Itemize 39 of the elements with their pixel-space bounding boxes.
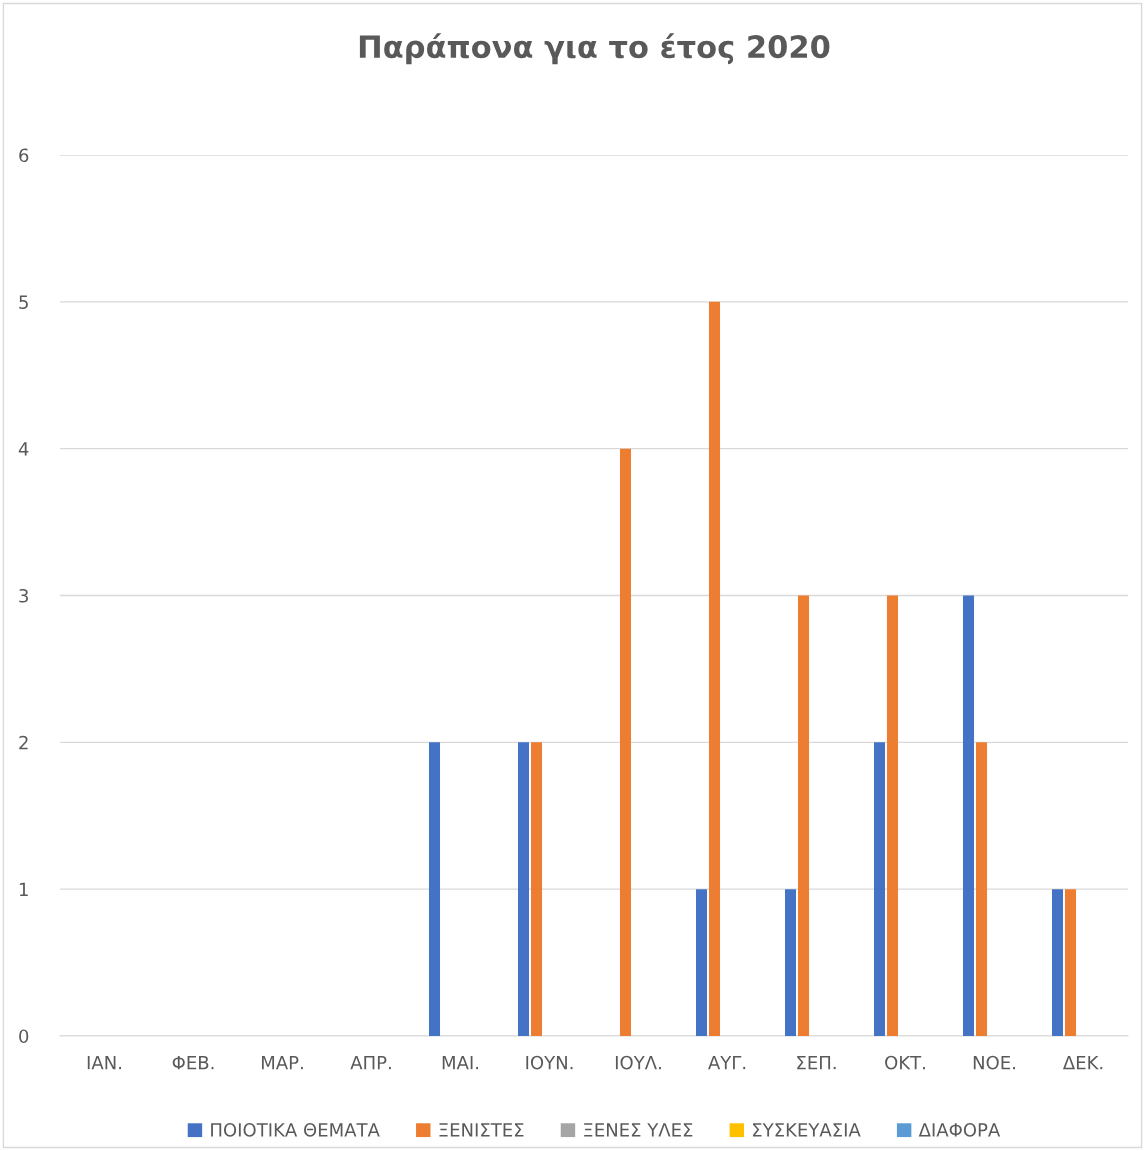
legend-label: ΔΙΑΦΟΡΑ [918,1123,1001,1137]
bar [784,889,797,1036]
y-tick-label: 6 [19,148,29,163]
x-tick-label: ΑΠΡ. [350,1056,391,1070]
x-tick-label: ΙΑΝ. [87,1056,122,1070]
legend-label: ΞΕΝΙΣΤΕΣ [439,1123,524,1137]
x-tick-label: ΑΥΓ. [708,1056,746,1070]
legend-label: ΠΟΙΟΤΙΚΑ ΘΕΜΑΤΑ [211,1123,380,1137]
bar [975,742,988,1036]
x-tick-label: ΝΟΕ. [973,1055,1015,1070]
x-tick-label: ΙΟΥΛ. [615,1055,661,1070]
bar [797,595,810,1036]
bar [962,595,975,1036]
y-tick-label: 0 [19,1029,29,1044]
x-tick-label: ΦΕΒ. [172,1056,214,1070]
legend-label: ΞΕΝΕΣ ΥΛΕΣ [584,1123,693,1137]
bar [1064,889,1077,1036]
y-tick-label: 3 [19,588,28,603]
y-tick-label: 2 [19,735,28,750]
x-tick-label: ΣΕΠ. [797,1056,836,1070]
x-tick-label: ΟΚΤ. [885,1055,925,1070]
y-tick-label: 4 [18,442,29,456]
bar [886,595,899,1036]
bar [428,742,441,1036]
legend-label: ΣΥΣΚΕΥΑΣΙΑ [753,1123,861,1137]
y-tick-label: 5 [19,295,28,309]
bar [873,742,886,1036]
bar [1051,889,1064,1036]
x-tick-label: ΜΑΡ. [261,1056,303,1070]
x-tick-label: ΔΕΚ. [1062,1056,1103,1070]
bar [619,448,632,1036]
x-tick-label: ΜΑΙ. [442,1056,479,1070]
y-tick-label: 1 [19,882,28,897]
bar [695,889,708,1036]
bar [708,301,721,1036]
bar [517,742,530,1036]
bar [530,742,543,1036]
x-tick-label: ΙΟΥΝ. [526,1055,573,1070]
chart-title: Παράπονα για το έτος 2020 [359,33,830,65]
